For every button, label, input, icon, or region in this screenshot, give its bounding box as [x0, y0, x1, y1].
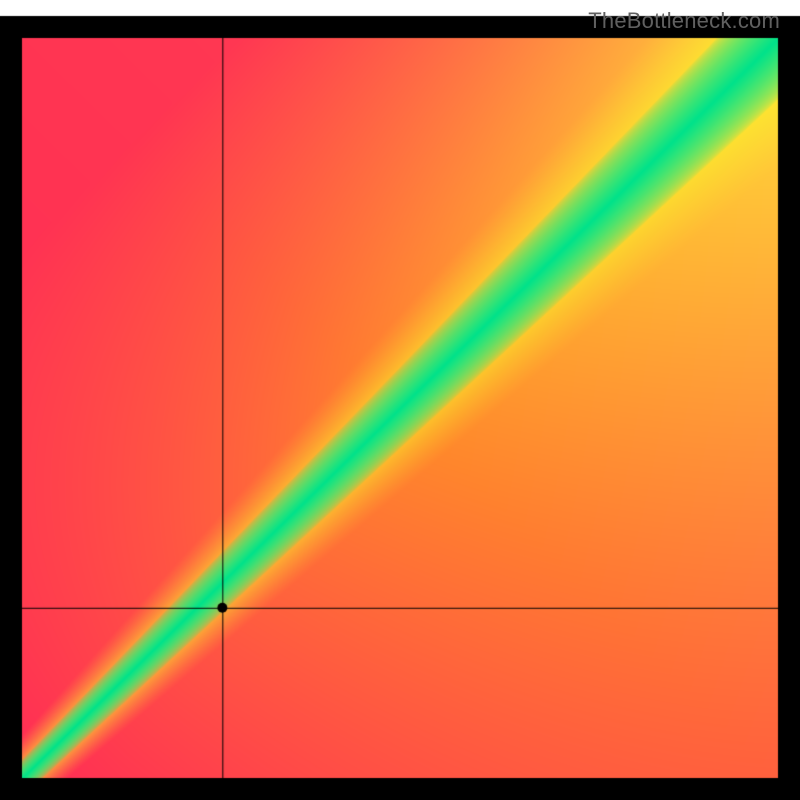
chart-container: TheBottleneck.com [0, 0, 800, 800]
watermark-text: TheBottleneck.com [588, 8, 780, 34]
heatmap-canvas [0, 0, 800, 800]
